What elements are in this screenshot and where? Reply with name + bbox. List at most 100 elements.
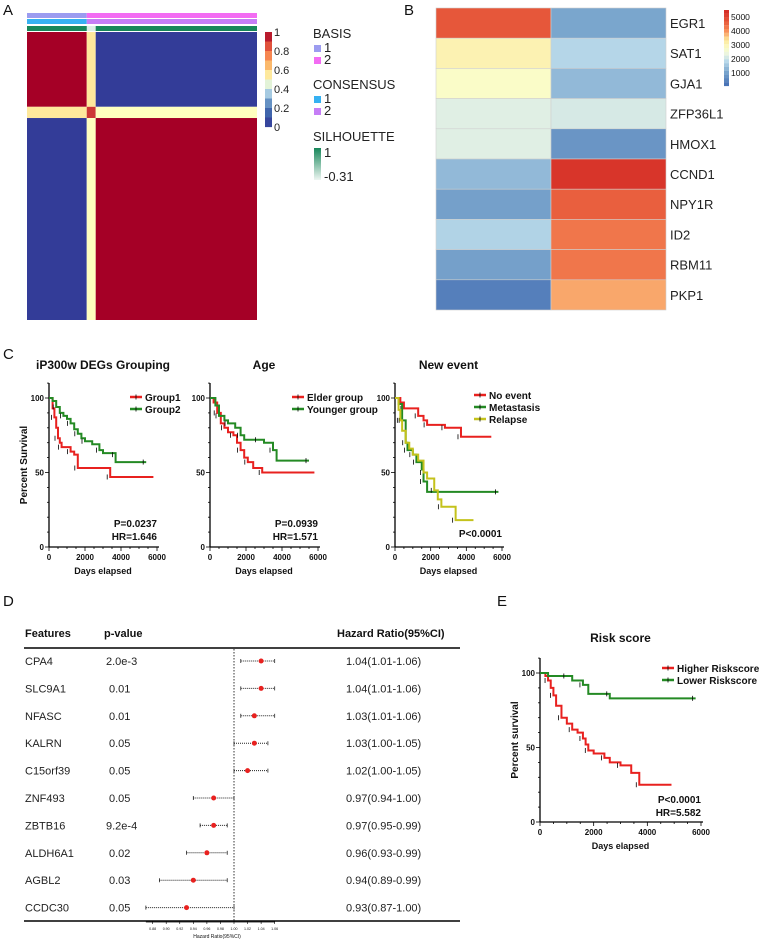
heatmap-cell [550,279,667,311]
x-tick-label: 4000 [112,553,130,562]
header-hazard-ratio: Hazard Ratio(95%CI) [337,628,445,640]
colorbar-segment [265,41,272,52]
hazard-ratio-label: 0.96(0.93-0.99) [346,848,421,860]
stat-annotation: P=0.0939 [275,519,319,530]
legend-label: Elder group [307,393,363,404]
hazard-ratio-label: 1.04(1.01-1.06) [346,683,421,695]
x-tick-label: 0 [208,553,213,562]
heatmap-cell [550,188,667,220]
colorbar-tick: 3000 [731,40,750,50]
p-value: 2.0e-3 [106,656,137,668]
heatmap-cell [435,219,552,250]
x-tick-label: 0 [538,828,543,837]
feature-name: CCDC30 [25,903,69,915]
x-tick-label: 0 [393,553,398,562]
x-axis-label: Days elapsed [592,841,650,851]
plot-title: Age [253,358,276,372]
x-tick-label: 2000 [237,553,255,562]
hazard-ratio-label: 0.93(0.87-1.00) [346,903,421,915]
colorbar-segment [724,17,729,22]
colorbar-segment [724,10,729,14]
consensus-bar-1 [27,19,87,24]
silhouette-legend-title: SILHOUETTE [313,129,395,144]
colorbar-segment [265,60,272,71]
hazard-ratio-point [245,768,251,774]
colorbar-segment [724,32,729,37]
panel-label-c: C [3,346,14,363]
hazard-ratio-label: 1.03(1.00-1.05) [346,738,421,750]
legend-label: Group2 [145,405,181,416]
colorbar-tick: 4000 [731,26,750,36]
colorbar-segment [265,98,272,109]
legend-label: Metastasis [489,403,541,414]
silhouette-min: -0.31 [324,169,354,184]
header-p-value: p-value [104,628,143,640]
gene-label: CCND1 [670,167,715,182]
hazard-ratio-point [251,713,257,719]
hazard-ratio-point [211,822,217,828]
gene-label: RBM11 [670,258,712,273]
heatmap-cell [550,37,667,69]
colorbar-segment [724,13,729,18]
legend-label: Relapse [489,415,528,426]
forest-x-axis-label: Hazard Ratio(95%CI) [193,934,241,940]
plot-title: Risk score [590,631,651,645]
colorbar-segment [724,51,729,56]
heatmap-cell [550,68,667,99]
hazard-ratio-point [251,740,257,746]
survival-curve-lower-riskscore [540,672,696,700]
colorbar-segment [724,70,729,75]
consensus-block [27,32,87,107]
basis-legend-title: BASIS [313,26,352,41]
colorbar-tick: 0.8 [274,46,289,58]
hazard-ratio-point [258,685,264,691]
y-tick-label: 100 [377,394,391,403]
consensus-bar-2 [86,19,257,24]
colorbar-segment [724,59,729,64]
forest-x-tick-label: 0.92 [176,927,183,931]
consensus-legend-item: 2 [324,103,331,118]
p-value: 0.01 [109,711,130,723]
colorbar-segment [724,48,729,52]
basis-bar-2 [86,13,257,18]
colorbar-segment [265,70,272,80]
heatmap-cell [435,98,552,130]
plot-title: iP300w DEGs Grouping [36,358,170,372]
gene-label: SAT1 [670,46,702,61]
forest-x-tick-label: 1.02 [244,927,251,931]
legend-label: Younger group [307,405,378,416]
panel-d-forest-plot: Features p-value Hazard Ratio(95%CI) CPA4 2.… [24,628,460,940]
colorbar-segment [724,44,729,49]
plot-title: New event [419,358,478,372]
hazard-ratio-point [204,850,210,856]
legend-label: No event [489,391,532,402]
p-value: 0.03 [109,875,130,887]
colorbar-segment [265,51,272,61]
forest-x-tick-label: 0.94 [190,927,197,931]
heatmap-cell [435,279,552,311]
colorbar-segment [265,108,272,118]
hazard-ratio-label: 0.94(0.89-0.99) [346,875,421,887]
consensus-swatch [314,108,321,115]
consensus-legend-title: CONSENSUS [313,77,396,92]
x-tick-label: 4000 [638,828,656,837]
basis-legend-item: 2 [324,52,331,67]
consensus-block [86,118,96,320]
x-tick-label: 6000 [692,828,710,837]
y-tick-label: 0 [40,543,45,552]
consensus-block [86,106,96,119]
panel-label-e: E [497,593,507,610]
heatmap-cell [435,7,552,39]
p-value: 9.2e-4 [106,820,137,832]
colorbar-segment [265,89,272,99]
colorbar-segment [724,78,729,83]
y-tick-label: 100 [522,669,536,678]
feature-name: ZNF493 [25,793,65,805]
x-axis-label: Days elapsed [74,566,132,576]
colorbar-tick: 2000 [731,54,750,64]
colorbar-segment [265,117,272,128]
consensus-swatch [314,96,321,103]
silhouette-max: 1 [324,145,331,160]
legend-label: Group1 [145,393,181,404]
